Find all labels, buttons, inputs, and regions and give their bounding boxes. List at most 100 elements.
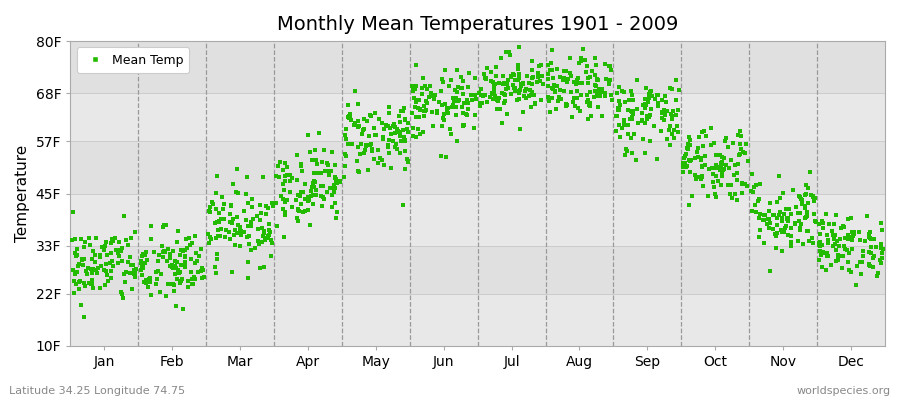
Point (610, 90, 625, 96)
Point (830, 238, 844, 244)
Point (176, 306, 190, 312)
Point (138, 260, 152, 266)
Point (797, 205, 812, 211)
Point (812, 221, 826, 227)
Point (707, 191, 722, 197)
Point (772, 195, 787, 202)
Point (446, 96, 461, 103)
Point (196, 267, 211, 274)
Point (560, 102, 574, 108)
Point (778, 223, 793, 229)
Point (791, 218, 806, 224)
Point (564, 89, 579, 96)
Point (568, 95, 582, 102)
Point (248, 245, 262, 251)
Point (390, 126, 404, 132)
Point (350, 158, 365, 164)
Point (831, 252, 845, 259)
Point (338, 174, 352, 180)
Point (396, 134, 410, 140)
Point (237, 229, 251, 235)
Point (706, 179, 720, 186)
Point (165, 264, 179, 270)
Point (716, 155, 731, 161)
Point (700, 192, 715, 199)
Point (464, 92, 479, 98)
Point (835, 265, 850, 271)
Point (503, 74, 517, 80)
Point (761, 216, 776, 223)
Point (473, 92, 488, 98)
Point (583, 74, 598, 80)
Point (562, 70, 577, 77)
Point (291, 218, 305, 224)
Point (244, 218, 258, 225)
Point (69, 268, 84, 275)
Point (256, 264, 271, 270)
Point (875, 250, 889, 256)
Point (795, 197, 809, 203)
Point (202, 234, 217, 240)
Point (514, 80, 528, 87)
Point (455, 123, 470, 130)
Point (313, 192, 328, 199)
Point (184, 256, 199, 263)
Point (511, 71, 526, 77)
Point (732, 160, 746, 167)
Point (356, 126, 371, 132)
Point (151, 258, 166, 264)
Point (446, 102, 460, 108)
Point (195, 274, 210, 281)
Point (226, 215, 240, 222)
Point (194, 265, 209, 271)
Point (308, 147, 322, 154)
Point (570, 77, 584, 84)
Point (216, 206, 230, 212)
Point (598, 92, 613, 99)
Point (256, 233, 270, 240)
Point (769, 232, 783, 239)
Point (94, 262, 109, 269)
Point (329, 180, 344, 186)
Point (874, 260, 888, 266)
Point (414, 85, 428, 91)
Point (219, 227, 233, 234)
Point (483, 69, 498, 75)
Point (314, 182, 328, 189)
Point (506, 82, 520, 88)
Point (787, 187, 801, 194)
Point (230, 230, 244, 236)
Point (582, 99, 597, 106)
Point (612, 105, 626, 111)
Point (114, 245, 129, 251)
Point (167, 282, 182, 288)
Point (788, 204, 803, 210)
Point (328, 200, 342, 206)
Point (242, 241, 256, 248)
Point (128, 229, 142, 235)
Point (182, 234, 196, 241)
Point (574, 58, 589, 64)
Point (575, 46, 590, 52)
Point (100, 252, 114, 258)
Point (744, 208, 759, 214)
Point (77, 280, 92, 286)
Point (306, 179, 320, 186)
Point (264, 237, 278, 243)
Point (165, 262, 179, 268)
Point (99, 238, 113, 245)
Point (569, 81, 583, 88)
Point (293, 193, 308, 199)
Point (670, 123, 684, 129)
Point (417, 102, 431, 109)
Point (348, 88, 363, 94)
Point (180, 245, 194, 252)
Point (662, 126, 676, 133)
Point (206, 200, 220, 207)
Point (559, 100, 573, 107)
Point (479, 74, 493, 81)
Point (647, 96, 662, 102)
Point (303, 222, 318, 229)
Point (819, 252, 833, 259)
Point (782, 206, 796, 212)
